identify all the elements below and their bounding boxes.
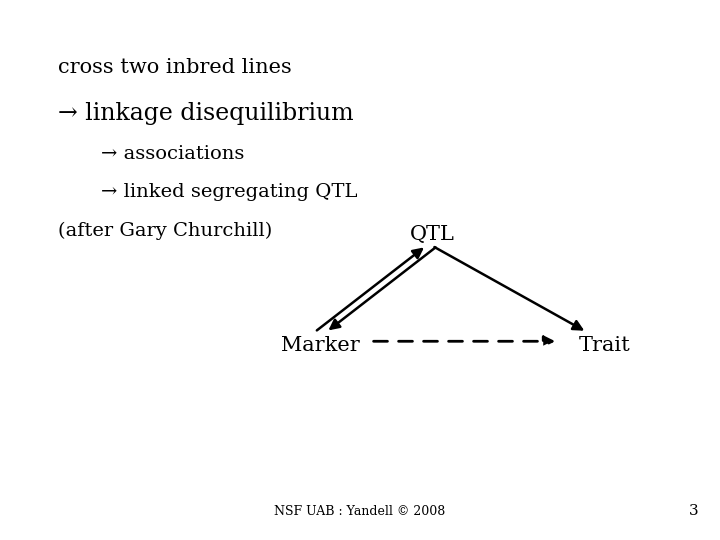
Text: → associations: → associations — [101, 145, 244, 163]
Text: NSF UAB : Yandell © 2008: NSF UAB : Yandell © 2008 — [274, 505, 446, 518]
Text: cross two inbred lines: cross two inbred lines — [58, 58, 292, 77]
Text: → linked segregating QTL: → linked segregating QTL — [101, 183, 357, 201]
Text: (after Gary Churchill): (after Gary Churchill) — [58, 222, 272, 240]
Text: 3: 3 — [689, 504, 698, 518]
Text: → linkage disequilibrium: → linkage disequilibrium — [58, 102, 354, 125]
Text: Trait: Trait — [579, 336, 631, 355]
Text: QTL: QTL — [410, 225, 454, 245]
Text: Marker: Marker — [281, 336, 360, 355]
